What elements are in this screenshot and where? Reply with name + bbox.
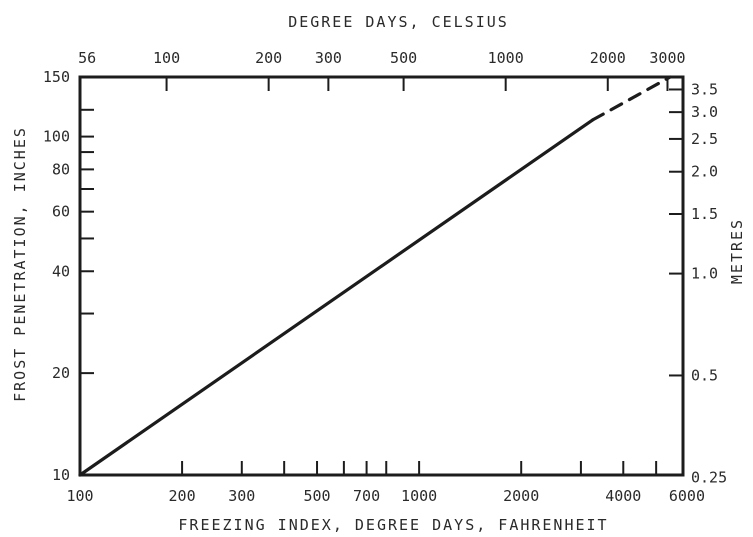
y-tick-label-right: 1.0: [691, 265, 718, 283]
series-line-solid: [78, 118, 595, 477]
x-tick-label-top: 100: [153, 49, 180, 67]
y-tick-label-right: 3.0: [691, 103, 718, 121]
y-tick-label-right: 0.25: [691, 468, 727, 486]
x-tick-label-bottom: 1000: [401, 487, 437, 505]
x-tick-label-bottom: 300: [228, 487, 255, 505]
y-axis-label-left: FROST PENETRATION, INCHES: [11, 126, 29, 402]
x-tick-label-bottom: 200: [169, 487, 196, 505]
y-tick-label-right: 0.5: [691, 366, 718, 384]
plot-frame: [78, 75, 685, 477]
x-tick-label-bottom: 2000: [503, 487, 539, 505]
y-tick-label-left: 60: [52, 203, 70, 221]
x-tick-label-top: 200: [255, 49, 282, 67]
y-tick-label-right: 2.0: [691, 163, 718, 181]
x-tick-label-top: 56: [78, 49, 96, 67]
y-tick-label-right: 3.5: [691, 80, 718, 98]
x-tick-label-bottom: 4000: [605, 487, 641, 505]
y-axis-label-right: METRES: [728, 218, 746, 284]
y-tick-label-right: 2.5: [691, 130, 718, 148]
x-tick-label-top: 300: [315, 49, 342, 67]
x-tick-label-top: 2000: [590, 49, 626, 67]
x-axis-label-top: DEGREE DAYS, CELSIUS: [288, 13, 509, 31]
x-tick-label-bottom: 6000: [669, 487, 705, 505]
x-tick-label-top: 500: [390, 49, 417, 67]
y-tick-label-left: 150: [43, 68, 70, 86]
x-tick-label-bottom: 500: [303, 487, 330, 505]
x-axis-label-bottom: FREEZING INDEX, DEGREE DAYS, FAHRENHEIT: [178, 516, 608, 534]
y-tick-label-left: 10: [52, 466, 70, 484]
x-tick-label-bottom: 700: [353, 487, 380, 505]
y-tick-label-right: 1.5: [691, 205, 718, 223]
y-tick-label-left: 100: [43, 128, 70, 146]
y-tick-label-left: 80: [52, 160, 70, 178]
x-tick-label-bottom: 100: [66, 487, 93, 505]
y-tick-label-left: 20: [52, 364, 70, 382]
x-tick-label-top: 3000: [649, 49, 685, 67]
series-line-dashed: [591, 75, 672, 122]
y-tick-label-left: 40: [52, 262, 70, 280]
x-tick-label-top: 1000: [488, 49, 524, 67]
